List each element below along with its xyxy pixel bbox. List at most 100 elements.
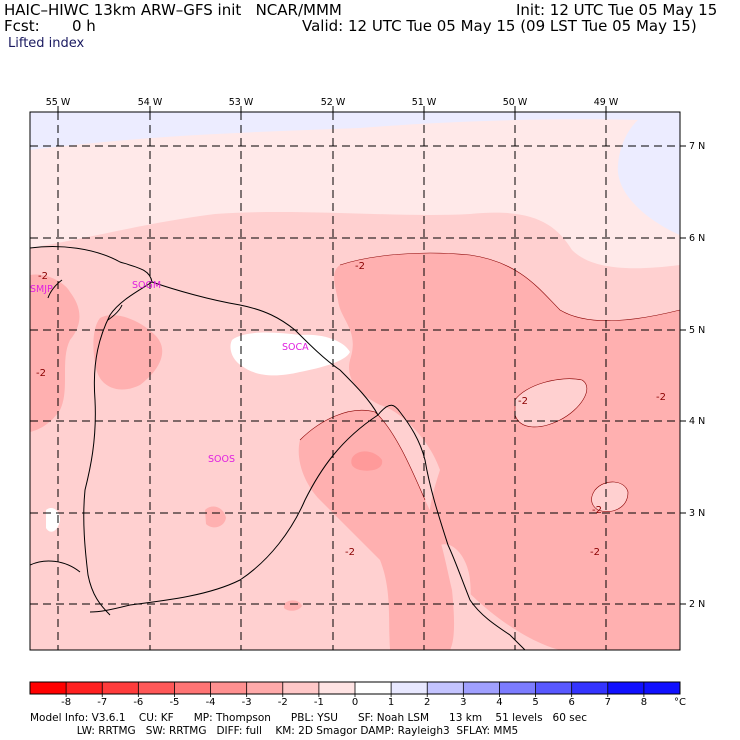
colorbar-swatch <box>102 682 139 694</box>
colorbar-tick-label: 6 <box>568 697 574 708</box>
fill-hole-se <box>591 481 628 512</box>
colorbar-swatch <box>535 682 573 694</box>
map-frame <box>29 111 681 651</box>
station-label: SOCA <box>282 342 309 353</box>
coast-segment <box>107 304 123 321</box>
colorbar-swatch <box>318 682 356 694</box>
station-label: SOOS <box>208 454 235 465</box>
contour-line <box>514 378 588 428</box>
colorbar-swatch <box>463 682 500 694</box>
colorbar: -8 -7 -6 -5 -4 -3 -2 -1 0 1 2 3 4 5 6 7 8 °C <box>29 681 686 708</box>
forecast-label: Fcst: <box>4 17 40 35</box>
coastlines <box>30 246 526 650</box>
contour-value-labels: -2 -2 -2 -2 -2 -2 -2 -2 <box>36 261 666 558</box>
contour-line <box>591 481 629 512</box>
colorbar-tick-label: -6 <box>133 697 143 708</box>
init-time: Init: 12 UTC Tue 05 May 15 <box>516 1 718 19</box>
colorbar-tick-label: -3 <box>242 697 252 708</box>
lat-label: 6 N <box>689 233 705 244</box>
fill-white-soca <box>230 332 350 376</box>
colorbar-tick-label: -1 <box>314 697 324 708</box>
station-label: SOGM <box>132 280 161 291</box>
coast-segment <box>30 560 81 573</box>
fill-channel <box>438 544 471 618</box>
lat-lon-grid <box>30 112 680 650</box>
colorbar-swatch <box>66 682 103 694</box>
colorbar-swatch <box>210 682 248 694</box>
colorbar-swatch <box>571 682 609 694</box>
lon-label: 51 W <box>412 97 437 108</box>
fill-blue-ne <box>617 112 680 235</box>
contour-label: -2 <box>590 547 600 558</box>
colorbar-swatch <box>282 682 320 694</box>
contour-label: -2 <box>355 261 365 272</box>
station-labels: SMJP SOGM SOCA SOOS <box>30 280 309 465</box>
colorbar-frame <box>29 681 681 695</box>
lat-label: 2 N <box>689 599 705 610</box>
lon-label: 54 W <box>138 97 163 108</box>
coast-segment <box>89 414 379 613</box>
shaded-field <box>30 112 680 650</box>
colorbar-swatch <box>643 682 681 694</box>
colorbar-tick-label: 0 <box>352 697 358 708</box>
colorbar-tick-label: 8 <box>641 697 647 708</box>
colorbar-tick-label: 4 <box>496 697 502 708</box>
contour-label: -2 <box>36 368 46 379</box>
colorbar-swatch <box>138 682 175 694</box>
model-title: HAIC–HIWC 13km ARW–GFS init NCAR/MMM <box>4 1 342 19</box>
fill-dark-spot <box>351 451 383 471</box>
coast-segment <box>30 246 153 616</box>
colorbar-unit: °C <box>674 697 686 708</box>
fill-mid-east <box>334 253 680 650</box>
fill-blob-2 <box>284 600 302 611</box>
fill-white-sw <box>46 508 60 532</box>
colorbar-swatch <box>246 682 284 694</box>
coast-segment <box>30 440 31 441</box>
colorbar-tick-label: 5 <box>532 697 538 708</box>
colorbar-swatch <box>391 682 428 694</box>
contour-line <box>299 410 426 501</box>
contour-label: -2 <box>345 547 355 558</box>
model-info-line2: LW: RRTMG SW: RRTMG DIFF: full KM: 2D Sm… <box>30 725 519 737</box>
colorbar-tick-label: 2 <box>424 697 430 708</box>
contour-line <box>339 252 680 321</box>
lat-label: 7 N <box>689 141 705 152</box>
lon-label: 55 W <box>46 97 71 108</box>
colorbar-swatch <box>30 682 67 694</box>
lon-label: 49 W <box>594 97 619 108</box>
lon-label: 52 W <box>321 97 346 108</box>
colorbar-swatch <box>355 682 392 694</box>
colorbar-swatch <box>174 682 212 694</box>
lon-label: 53 W <box>229 97 254 108</box>
fill-mid-central <box>298 410 455 650</box>
colorbar-swatch <box>427 682 464 694</box>
lat-labels: 7 N 6 N 5 N 4 N 3 N 2 N <box>689 141 705 610</box>
colorbar-labels: -8 -7 -6 -5 -4 -3 -2 -1 0 1 2 3 4 5 6 7 8 <box>61 697 647 708</box>
colorbar-swatches <box>30 682 681 694</box>
colorbar-tick-label: 1 <box>388 697 394 708</box>
lon-labels: 55 W 54 W 53 W 52 W 51 W 50 W 49 W <box>46 97 619 108</box>
lat-label: 4 N <box>689 416 705 427</box>
contour-label: -2 <box>656 392 666 403</box>
contour-label: -2 <box>592 505 602 516</box>
coast-segment <box>47 279 63 299</box>
fill-mid-west <box>30 274 80 432</box>
lat-label: 5 N <box>689 325 705 336</box>
lat-label: 3 N <box>689 508 705 519</box>
lon-label: 50 W <box>503 97 528 108</box>
colorbar-tick-label: -4 <box>206 697 216 708</box>
field-name: Lifted index <box>8 36 85 51</box>
valid-time: Valid: 12 UTC Tue 05 May 15 (09 LST Tue … <box>302 17 697 35</box>
colorbar-swatch <box>607 682 645 694</box>
fill-hole-east <box>515 378 587 427</box>
fill-blob-1 <box>205 506 226 528</box>
forecast-hour: 0 h <box>72 17 96 35</box>
colorbar-swatch <box>499 682 537 694</box>
model-info-line1: Model Info: V3.6.1 CU: KF MP: Thompson P… <box>30 712 587 724</box>
contour-label: -2 <box>38 271 48 282</box>
contour-lines <box>299 252 680 512</box>
coast-segment <box>151 281 526 650</box>
colorbar-tick-label: -5 <box>169 697 179 708</box>
fill-blue-north <box>30 112 640 150</box>
